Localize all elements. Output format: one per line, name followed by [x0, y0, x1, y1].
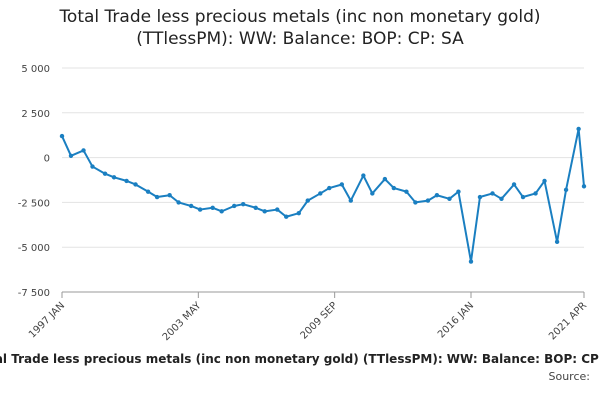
data-point[interactable] — [262, 209, 267, 214]
data-point[interactable] — [81, 148, 86, 153]
data-point[interactable] — [111, 175, 117, 180]
data-point[interactable] — [339, 182, 345, 187]
data-point[interactable] — [90, 164, 95, 169]
data-point[interactable] — [434, 193, 440, 198]
data-point[interactable] — [284, 214, 289, 219]
data-point[interactable] — [275, 207, 280, 212]
data-point[interactable] — [210, 205, 215, 210]
data-point[interactable] — [490, 191, 495, 196]
y-tick-label: -7 500 — [18, 288, 50, 299]
data-point[interactable] — [576, 126, 581, 132]
data-point[interactable] — [499, 196, 504, 202]
chart-title-line-2: (TTlessPM): WW: Balance: BOP: CP: SA — [136, 29, 464, 49]
data-point[interactable] — [425, 198, 431, 203]
data-point[interactable] — [477, 194, 483, 200]
data-point[interactable] — [327, 185, 332, 191]
x-tick-label: 2016 JAN — [436, 300, 476, 340]
y-tick-label: -5 000 — [18, 243, 50, 254]
data-point[interactable] — [468, 259, 474, 264]
data-point[interactable] — [232, 203, 237, 209]
data-point[interactable] — [404, 189, 409, 194]
data-point[interactable] — [581, 184, 587, 189]
legend-label[interactable]: Total Trade less precious metals (inc no… — [0, 352, 600, 366]
data-point[interactable] — [520, 194, 526, 200]
data-point[interactable] — [542, 178, 547, 184]
x-tick-label: 2009 SEP — [299, 300, 340, 341]
y-tick-label: -2 500 — [18, 198, 50, 209]
x-tick-label: 2021 APR — [547, 300, 589, 342]
data-point[interactable] — [511, 182, 517, 187]
y-tick-label: 2 500 — [21, 109, 50, 120]
data-point[interactable] — [219, 209, 224, 214]
grid-lines — [62, 67, 584, 293]
data-point[interactable] — [145, 189, 151, 194]
data-point[interactable] — [59, 133, 65, 139]
series-group — [59, 126, 587, 264]
y-tick-label: 0 — [44, 154, 50, 165]
data-point[interactable] — [554, 239, 560, 245]
y-axis-ticks: 5 000 2 500 0 -2 500 -5 000 -7 500 — [18, 64, 50, 299]
data-point[interactable] — [382, 176, 388, 182]
data-point[interactable] — [563, 187, 569, 193]
data-point[interactable] — [197, 207, 203, 212]
data-point[interactable] — [167, 193, 172, 198]
x-tick-label: 2003 MAY — [161, 300, 204, 343]
data-point[interactable] — [240, 201, 246, 207]
data-point[interactable] — [188, 203, 194, 209]
data-point[interactable] — [391, 185, 397, 191]
data-point[interactable] — [318, 191, 323, 196]
data-point[interactable] — [133, 182, 138, 187]
x-axis: 1997 JAN 2003 MAY 2009 SEP 2016 JAN 2021 APR — [27, 291, 589, 343]
data-point[interactable] — [447, 196, 452, 202]
data-point[interactable] — [176, 200, 181, 205]
data-point[interactable] — [533, 191, 538, 196]
data-point[interactable] — [102, 171, 108, 176]
data-point[interactable] — [413, 200, 418, 205]
data-point[interactable] — [124, 178, 129, 184]
data-point[interactable] — [456, 189, 461, 194]
data-point[interactable] — [154, 194, 160, 200]
data-point[interactable] — [296, 210, 301, 216]
data-point[interactable] — [253, 205, 258, 210]
data-point[interactable] — [361, 173, 366, 178]
source-label: Source: — [548, 370, 591, 383]
data-point[interactable] — [305, 198, 310, 203]
chart-title: Total Trade less precious metals (inc no… — [0, 6, 600, 50]
data-point[interactable] — [68, 153, 74, 159]
data-point[interactable] — [348, 198, 354, 203]
legend[interactable]: Total Trade less precious metals (inc no… — [0, 352, 600, 366]
chart-title-line-1: Total Trade less precious metals (inc no… — [59, 7, 541, 27]
data-point[interactable] — [370, 191, 375, 196]
y-tick-label: 5 000 — [21, 64, 50, 75]
series-line — [61, 127, 585, 263]
x-tick-label: 1997 JAN — [27, 300, 67, 340]
